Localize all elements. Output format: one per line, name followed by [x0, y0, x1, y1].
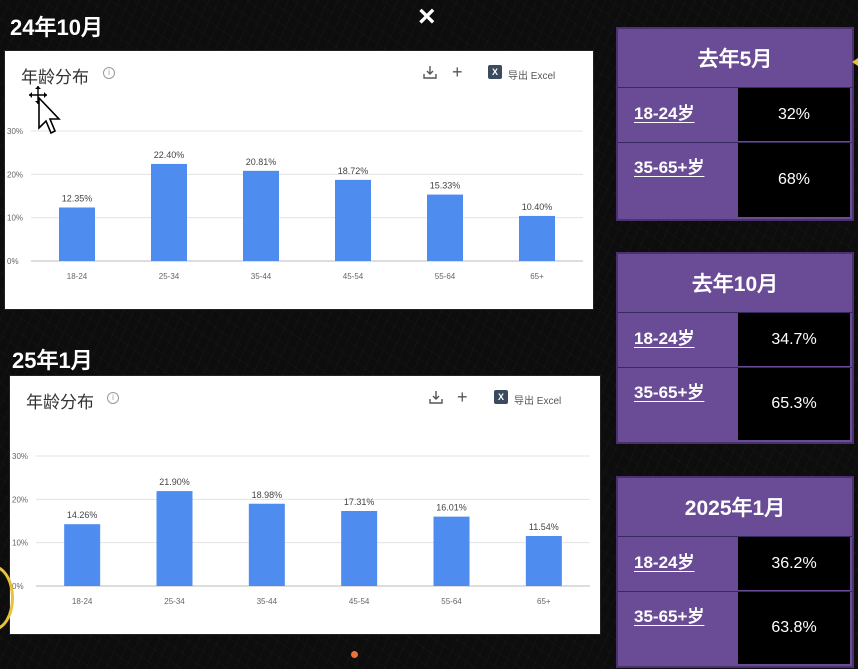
chart-card-oct: 年龄分布 i + X 导出 Excel 0% 10% 20% 30% 12.35% 18-… [5, 51, 593, 309]
bar [335, 179, 371, 261]
panel-title: 去年5月 [697, 48, 773, 71]
bar [341, 510, 378, 586]
x-tick-label: 18-24 [72, 597, 93, 606]
bar [525, 535, 562, 586]
row-label-35-65: 35-65+岁 [634, 158, 705, 177]
panel-divider [618, 591, 852, 592]
add-icon[interactable]: + [457, 387, 468, 407]
data-label: 22.40% [154, 150, 185, 160]
data-label: 18.98% [252, 490, 283, 500]
data-label: 10.40% [522, 202, 553, 212]
bar [64, 524, 101, 586]
data-label: 20.81% [246, 157, 277, 167]
info-icon[interactable]: i [107, 392, 119, 404]
x-tick-label: 35-44 [251, 272, 272, 281]
bar [248, 503, 285, 586]
row-label-35-65: 35-65+岁 [634, 383, 705, 402]
export-excel-button[interactable]: 导出 Excel [508, 71, 556, 82]
export-excel-button[interactable]: 导出 Excel [514, 396, 562, 407]
row-label-18-24: 18-24岁 [634, 104, 695, 123]
bar-chart-jan: 0% 10% 20% 30% 14.26% 18-24 21.90% 25-34 18.98% 3… [12, 452, 590, 606]
arrow-marker [852, 58, 858, 66]
y-tick-label: 30% [7, 127, 23, 136]
download-icon[interactable] [429, 390, 443, 404]
y-tick-label: 10% [12, 539, 28, 548]
x-tick-label: 65+ [530, 272, 544, 281]
row-label-35-65: 35-65+岁 [634, 607, 705, 626]
excel-icon[interactable]: X [494, 390, 508, 404]
bar [151, 163, 187, 261]
panel-divider [618, 312, 852, 313]
data-label: 18.72% [338, 166, 369, 176]
chart-card-jan: 年龄分布 i + X 导出 Excel 0% 10% 20% 30% 14.26% 18-… [10, 376, 600, 634]
add-icon[interactable]: + [452, 62, 463, 82]
x-tick-label: 25-34 [159, 272, 180, 281]
data-label: 14.26% [67, 510, 98, 520]
bar [519, 215, 555, 261]
bar [243, 170, 279, 261]
row-label-18-24: 18-24岁 [634, 329, 695, 348]
panel-divider [618, 87, 852, 88]
stat-panel-2025-jan: 2025年1月 18-24岁 36.2% 35-65+岁 63.8% [616, 476, 854, 668]
period-title-bottom: 25年1月 [12, 348, 93, 373]
y-tick-label: 0% [12, 582, 24, 591]
bar [156, 491, 193, 586]
panel-title: 2025年1月 [684, 497, 786, 520]
panel-divider [618, 367, 852, 368]
row-value-18-24: 36.2% [738, 537, 850, 590]
excel-icon[interactable]: X [488, 65, 502, 79]
card-title: 年龄分布 [26, 393, 94, 412]
stat-panel-last-may: 去年5月 18-24岁 32% 35-65+岁 68% [616, 27, 854, 221]
data-label: 16.01% [436, 503, 467, 513]
panel-divider [618, 536, 852, 537]
x-tick-label: 45-54 [349, 597, 370, 606]
bar-chart-oct: 0% 10% 20% 30% 12.35% 18-24 22.40% 25-34 20.81% 3… [7, 127, 583, 281]
x-tick-label: 18-24 [67, 272, 88, 281]
row-value-35-65: 68% [738, 143, 850, 217]
row-label-18-24: 18-24岁 [634, 553, 695, 572]
card-title: 年龄分布 [21, 68, 89, 87]
panel-title: 去年10月 [691, 273, 779, 296]
data-label: 17.31% [344, 497, 375, 507]
row-value-35-65: 63.8% [738, 592, 850, 664]
row-value-18-24: 34.7% [738, 313, 850, 366]
period-title-top: 24年10月 [10, 15, 103, 40]
pointer-dot [351, 651, 358, 658]
x-tick-label: 65+ [537, 597, 551, 606]
panel-divider [618, 142, 852, 143]
stat-panel-last-oct: 去年10月 18-24岁 34.7% 35-65+岁 65.3% [616, 252, 854, 444]
y-tick-label: 30% [12, 452, 28, 461]
row-value-35-65: 65.3% [738, 368, 850, 440]
y-tick-label: 0% [7, 257, 19, 266]
x-tick-label: 35-44 [257, 597, 278, 606]
bar [427, 194, 463, 261]
x-tick-label: 45-54 [343, 272, 364, 281]
download-icon[interactable] [423, 65, 437, 79]
bar [433, 516, 470, 586]
info-icon[interactable]: i [103, 67, 115, 79]
data-label: 12.35% [62, 193, 93, 203]
bar [59, 207, 95, 261]
data-label: 21.90% [159, 477, 190, 487]
y-tick-label: 20% [12, 495, 28, 504]
x-tick-label: 25-34 [164, 597, 185, 606]
data-label: 15.33% [430, 181, 461, 191]
cursor-icon [29, 86, 61, 135]
x-tick-label: 55-64 [435, 272, 456, 281]
data-label: 11.54% [529, 522, 559, 532]
y-tick-label: 20% [7, 170, 23, 179]
y-tick-label: 10% [7, 214, 23, 223]
close-icon[interactable]: × [418, 0, 436, 33]
row-value-18-24: 32% [738, 88, 850, 141]
x-tick-label: 55-64 [441, 597, 462, 606]
